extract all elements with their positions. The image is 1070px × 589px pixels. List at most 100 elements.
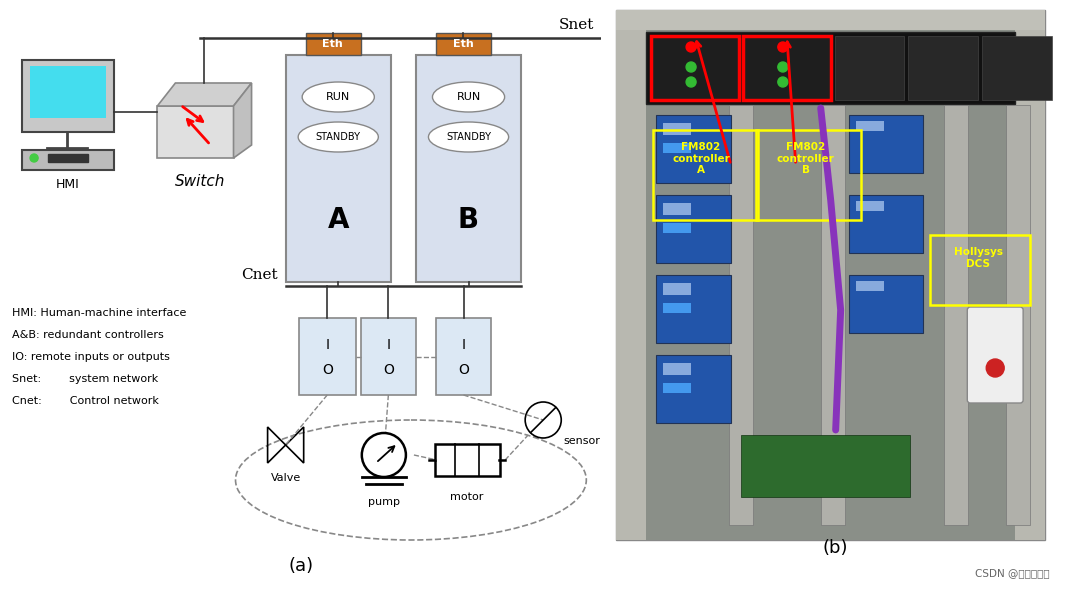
Text: Cnet:        Control network: Cnet: Control network bbox=[12, 396, 159, 406]
Bar bbox=[1015, 10, 1045, 540]
Bar bbox=[663, 283, 691, 295]
Bar bbox=[616, 10, 1045, 30]
Text: A&B: redundant controllers: A&B: redundant controllers bbox=[12, 330, 164, 340]
Bar bbox=[931, 235, 1030, 305]
Text: I: I bbox=[461, 338, 465, 352]
Bar bbox=[48, 154, 88, 162]
Text: HMI: Human-machine interface: HMI: Human-machine interface bbox=[12, 308, 186, 318]
Text: Valve: Valve bbox=[271, 473, 301, 483]
Polygon shape bbox=[157, 83, 251, 106]
Text: FM802
controller
A: FM802 controller A bbox=[672, 142, 730, 175]
Text: Snet:        system network: Snet: system network bbox=[12, 374, 158, 384]
Bar bbox=[616, 10, 646, 540]
Text: O: O bbox=[383, 363, 394, 377]
Text: (a): (a) bbox=[288, 557, 314, 575]
Ellipse shape bbox=[302, 82, 374, 112]
Bar bbox=[30, 66, 106, 118]
Text: FM802
controller
B: FM802 controller B bbox=[777, 142, 835, 175]
Bar bbox=[1006, 105, 1030, 525]
Bar bbox=[743, 36, 830, 100]
Bar bbox=[663, 223, 691, 233]
Bar bbox=[663, 203, 691, 215]
Bar bbox=[656, 275, 731, 343]
Text: A: A bbox=[327, 206, 349, 234]
Bar bbox=[740, 435, 911, 497]
Text: IO: remote inputs or outputs: IO: remote inputs or outputs bbox=[12, 352, 170, 362]
Bar bbox=[663, 363, 691, 375]
Text: motor: motor bbox=[450, 492, 484, 502]
Circle shape bbox=[778, 62, 788, 72]
Bar bbox=[849, 195, 923, 253]
Bar bbox=[299, 318, 356, 395]
Text: O: O bbox=[458, 363, 469, 377]
Text: Hollysys
DCS: Hollysys DCS bbox=[953, 247, 1003, 269]
Bar bbox=[616, 10, 1045, 540]
Circle shape bbox=[686, 77, 697, 87]
Bar bbox=[653, 130, 758, 220]
Bar bbox=[22, 60, 114, 132]
Ellipse shape bbox=[432, 82, 505, 112]
Text: STANDBY: STANDBY bbox=[446, 132, 491, 142]
Bar bbox=[663, 123, 691, 135]
Bar bbox=[982, 36, 1052, 100]
Text: HMI: HMI bbox=[56, 178, 79, 191]
Bar bbox=[435, 318, 491, 395]
Bar bbox=[856, 281, 884, 291]
Text: I: I bbox=[325, 338, 330, 352]
Circle shape bbox=[30, 154, 39, 162]
Text: RUN: RUN bbox=[457, 92, 480, 102]
Circle shape bbox=[686, 62, 697, 72]
Bar bbox=[663, 143, 691, 153]
Bar bbox=[945, 105, 968, 525]
Text: pump: pump bbox=[368, 497, 400, 507]
Polygon shape bbox=[233, 83, 251, 158]
Bar bbox=[306, 33, 361, 55]
Bar bbox=[743, 36, 830, 100]
Bar bbox=[416, 55, 521, 282]
Text: Switch: Switch bbox=[175, 174, 226, 189]
Text: Cnet: Cnet bbox=[241, 268, 277, 282]
Bar bbox=[856, 201, 884, 211]
Bar bbox=[849, 115, 923, 173]
Bar bbox=[435, 444, 500, 476]
Bar bbox=[663, 303, 691, 313]
Bar bbox=[652, 36, 739, 100]
Bar bbox=[656, 115, 731, 183]
Circle shape bbox=[362, 433, 406, 477]
Bar bbox=[656, 195, 731, 263]
Bar bbox=[435, 33, 491, 55]
Bar bbox=[821, 105, 844, 525]
Text: I: I bbox=[386, 338, 391, 352]
Text: RUN: RUN bbox=[326, 92, 350, 102]
Bar bbox=[663, 383, 691, 393]
Text: sensor: sensor bbox=[563, 436, 600, 446]
Text: Eth: Eth bbox=[453, 39, 473, 49]
FancyBboxPatch shape bbox=[967, 307, 1023, 403]
Ellipse shape bbox=[299, 122, 379, 152]
Bar bbox=[729, 105, 753, 525]
Bar bbox=[755, 130, 860, 220]
Polygon shape bbox=[157, 106, 233, 158]
Bar bbox=[656, 355, 731, 423]
Bar bbox=[646, 30, 1015, 540]
Text: CSDN @信安科研人: CSDN @信安科研人 bbox=[976, 568, 1050, 578]
Circle shape bbox=[778, 42, 788, 52]
Text: Snet: Snet bbox=[559, 18, 594, 32]
Bar bbox=[908, 36, 978, 100]
Bar bbox=[22, 150, 114, 170]
Circle shape bbox=[778, 77, 788, 87]
Text: B: B bbox=[458, 206, 479, 234]
Bar bbox=[849, 275, 923, 333]
Bar bbox=[835, 36, 904, 100]
Text: Eth: Eth bbox=[322, 39, 343, 49]
Text: STANDBY: STANDBY bbox=[316, 132, 361, 142]
Bar bbox=[856, 121, 884, 131]
Circle shape bbox=[525, 402, 562, 438]
Circle shape bbox=[686, 42, 697, 52]
Circle shape bbox=[987, 359, 1004, 377]
Text: (b): (b) bbox=[823, 539, 849, 557]
Bar bbox=[286, 55, 391, 282]
Ellipse shape bbox=[428, 122, 508, 152]
Bar bbox=[652, 36, 739, 100]
Text: O: O bbox=[322, 363, 333, 377]
